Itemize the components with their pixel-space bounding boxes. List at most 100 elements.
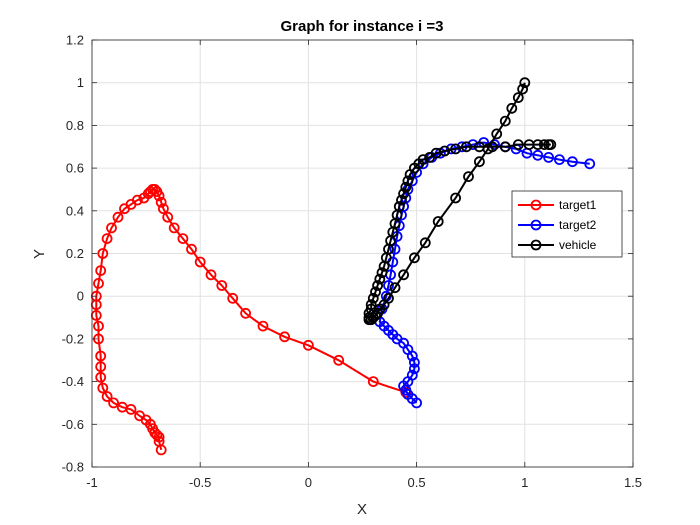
data-point-target1 — [240, 307, 252, 319]
data-point-target1 — [101, 233, 113, 245]
data-point-target1 — [155, 196, 167, 208]
data-point-vehicle — [439, 145, 451, 157]
data-point-vehicle — [398, 269, 410, 281]
data-point-target1 — [97, 382, 109, 394]
data-point-vehicle — [512, 92, 524, 103]
data-point-vehicle — [419, 237, 431, 249]
data-point-target2 — [408, 363, 420, 375]
y-tick-label: 1 — [77, 75, 84, 90]
y-tick-label: -0.4 — [62, 374, 84, 389]
data-point-vehicle — [365, 299, 377, 311]
data-point-target1 — [134, 410, 146, 422]
data-point-vehicle — [473, 156, 485, 168]
series-target2 — [374, 137, 596, 409]
data-point-vehicle — [512, 139, 524, 151]
data-point-vehicle — [517, 83, 528, 95]
data-point-target1 — [112, 211, 124, 223]
data-point-vehicle — [374, 273, 386, 285]
data-point-vehicle — [432, 216, 444, 227]
data-point-target1 — [227, 292, 239, 304]
data-point-target1 — [95, 265, 107, 277]
data-point-target1 — [95, 361, 107, 373]
series-vehicle — [363, 77, 557, 326]
data-point-target1 — [177, 233, 189, 245]
legend-marker-vehicle — [530, 239, 542, 251]
data-point-target1 — [367, 376, 379, 388]
data-point-target2 — [389, 243, 401, 255]
data-point-vehicle — [519, 77, 531, 89]
y-tick-label: 0 — [77, 289, 84, 304]
data-point-vehicle — [400, 181, 412, 193]
y-tick-label: -0.8 — [62, 460, 84, 475]
legend-label: vehicle — [559, 238, 597, 252]
data-point-vehicle — [545, 139, 557, 151]
data-point-vehicle — [486, 141, 498, 153]
data-point-target2 — [543, 151, 554, 163]
legend-label: target2 — [559, 218, 597, 232]
data-point-vehicle — [460, 141, 472, 153]
y-tick-label: -0.6 — [62, 417, 84, 432]
y-tick-label: 0.6 — [66, 161, 84, 176]
data-point-vehicle — [506, 102, 518, 114]
data-point-vehicle — [463, 171, 474, 183]
chart-title: Graph for instance i =3 — [281, 18, 444, 35]
x-tick-label: 1 — [521, 475, 528, 490]
data-point-target2 — [567, 156, 578, 168]
data-point-target2 — [584, 158, 596, 170]
data-point-target1 — [153, 435, 165, 447]
data-point-vehicle — [393, 201, 405, 212]
data-point-target1 — [302, 339, 314, 351]
data-point-vehicle — [398, 188, 410, 200]
legend-label: target1 — [559, 198, 597, 212]
data-point-vehicle — [396, 194, 407, 206]
data-point-target1 — [106, 222, 117, 234]
data-point-vehicle — [538, 139, 550, 151]
data-point-target1 — [194, 256, 206, 268]
data-point-vehicle — [370, 286, 381, 298]
data-point-target1 — [279, 331, 291, 343]
data-point-vehicle — [408, 252, 420, 264]
data-point-target1 — [93, 277, 104, 289]
data-point-target1 — [168, 222, 180, 234]
data-point-target2 — [406, 369, 418, 381]
x-tick-label: 0.5 — [408, 475, 426, 490]
series-target1 — [90, 183, 412, 456]
data-point-target1 — [116, 401, 128, 413]
y-tick-label: -0.2 — [62, 331, 84, 346]
x-tick-label: -1 — [86, 475, 98, 490]
series-line-target1 — [95, 188, 407, 451]
data-point-target2 — [408, 356, 420, 368]
legend: target1 target2 vehicle — [511, 190, 623, 258]
data-point-target1 — [157, 203, 169, 215]
data-point-target2 — [467, 139, 479, 151]
data-point-vehicle — [417, 154, 429, 166]
x-tick-label: 0 — [305, 475, 312, 490]
x-tick-label: -0.5 — [189, 475, 211, 490]
data-point-target2 — [383, 280, 394, 291]
y-axis-label: Y — [31, 249, 48, 259]
data-point-target1 — [216, 280, 228, 291]
legend-marker-target2 — [530, 219, 542, 231]
data-point-target1 — [186, 243, 197, 255]
data-point-target1 — [333, 354, 345, 366]
legend-marker-target1 — [530, 199, 542, 211]
data-point-target2 — [532, 149, 544, 161]
data-point-vehicle — [402, 175, 414, 187]
data-point-target1 — [153, 190, 165, 202]
data-point-target1 — [93, 320, 104, 332]
y-tick-label: 0.8 — [66, 118, 84, 133]
data-point-vehicle — [532, 139, 544, 151]
data-point-target1 — [108, 397, 119, 409]
y-tick-label: 0.2 — [66, 246, 84, 261]
data-point-vehicle — [450, 192, 462, 204]
data-point-vehicle — [450, 143, 462, 155]
y-tick-label: 0.4 — [66, 203, 84, 218]
data-point-target1 — [257, 320, 269, 332]
data-point-vehicle — [499, 115, 511, 127]
data-point-vehicle — [499, 141, 511, 153]
data-point-vehicle — [372, 280, 384, 291]
data-point-target1 — [131, 194, 143, 206]
data-point-target1 — [95, 371, 107, 383]
data-point-vehicle — [367, 292, 379, 304]
